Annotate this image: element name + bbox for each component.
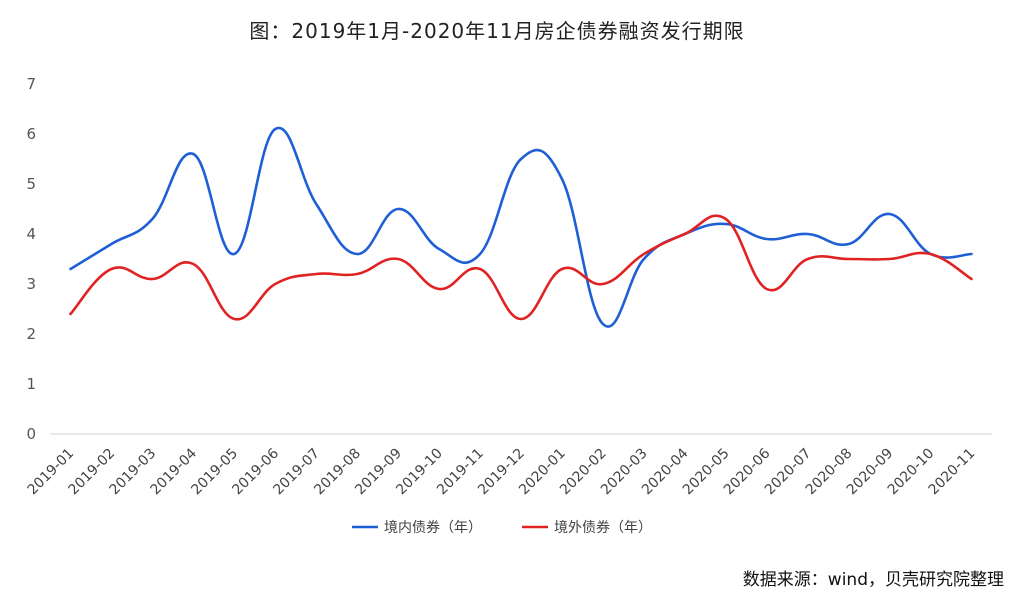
source-note: 数据来源：wind，贝壳研究院整理	[743, 570, 1004, 590]
series-line-1	[69, 126, 973, 328]
chart-title: 图：2019年1月-2020年11月房企债券融资发行期限	[249, 19, 744, 43]
legend-label: 境外债券（年）	[554, 520, 652, 536]
y-tick-label: 3	[26, 275, 36, 293]
y-tick-label: 5	[26, 175, 36, 193]
series-group	[69, 126, 973, 328]
y-tick-label: 2	[26, 325, 36, 343]
y-tick-label: 6	[26, 125, 36, 143]
y-tick-label: 1	[26, 375, 36, 393]
legend: 境内债券（年） 境外债券（年）	[352, 520, 652, 536]
y-tick-label: 7	[26, 75, 36, 93]
y-tick-label: 0	[26, 425, 36, 443]
x-axis: 2019-012019-022019-032019-042019-052019-…	[25, 445, 979, 498]
legend-label: 境内债券（年）	[384, 520, 482, 536]
series-line-2	[69, 214, 973, 321]
y-axis: 0 1 2 3 4 5 6 7	[26, 75, 36, 443]
y-tick-label: 4	[26, 225, 36, 243]
